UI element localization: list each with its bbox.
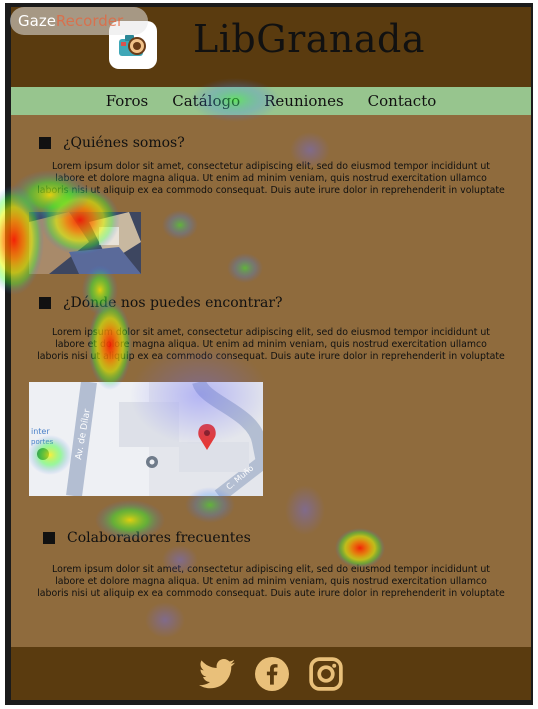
- bullet-square-icon: [39, 297, 51, 309]
- map-place-label: inter: [31, 427, 50, 436]
- about-photo: [29, 212, 141, 274]
- section-heading-text: ¿Dónde nos puedes encontrar?: [63, 295, 283, 311]
- text-line: Lorem ipsum dolor sit amet, consectetur …: [52, 161, 490, 172]
- nav-contacto[interactable]: Contacto: [367, 92, 437, 110]
- watermark-text: Gaze: [18, 12, 56, 30]
- main-nav: Foros Catálogo Reuniones Contacto: [11, 87, 531, 115]
- partners-text: Lorem ipsum dolor sit amet, consectetur …: [17, 564, 525, 600]
- map-place-label: portes: [31, 438, 54, 446]
- text-line: Lorem ipsum dolor sit amet, consectetur …: [52, 327, 490, 338]
- section-heading-about: ¿Quiénes somos?: [39, 135, 185, 151]
- facebook-link[interactable]: [255, 656, 289, 691]
- twitter-link[interactable]: [199, 658, 235, 689]
- section-heading-text: Colaboradores frecuentes: [67, 530, 251, 546]
- gaze-recorder-watermark: Gaze Recorder: [10, 7, 148, 35]
- page: LibGranada Foros Catálogo Reuniones Cont…: [11, 7, 531, 700]
- map-poi-icon: [146, 456, 158, 468]
- text-line: labore et dolore magna aliqua. Ut enim a…: [55, 576, 487, 587]
- about-text: Lorem ipsum dolor sit amet, consectetur …: [17, 161, 525, 197]
- section-heading-partners: Colaboradores frecuentes: [43, 530, 251, 546]
- instagram-link[interactable]: [309, 656, 343, 691]
- bullet-square-icon: [39, 137, 51, 149]
- site-title: LibGranada: [193, 17, 425, 61]
- nav-foros[interactable]: Foros: [105, 92, 149, 110]
- text-line: laboris nisi ut aliquip ex ea commodo co…: [37, 185, 505, 196]
- text-line: Lorem ipsum dolor sit amet, consectetur …: [52, 564, 490, 575]
- instagram-icon: [309, 656, 343, 691]
- text-line: labore et dolore magna aliqua. Ut enim a…: [55, 173, 487, 184]
- section-heading-location: ¿Dónde nos puedes encontrar?: [39, 295, 283, 311]
- text-line: laboris nisi ut aliquip ex ea commodo co…: [37, 588, 505, 599]
- camera-logo-icon: [119, 35, 146, 56]
- twitter-icon: [199, 658, 235, 688]
- watermark-text-accent: Recorder: [55, 12, 124, 30]
- photo-image: [29, 212, 141, 274]
- nav-catalogo[interactable]: Catálogo: [172, 92, 241, 110]
- bullet-square-icon: [43, 532, 55, 544]
- facebook-icon: [255, 656, 289, 691]
- section-heading-text: ¿Quiénes somos?: [63, 135, 185, 151]
- text-line: labore et dolore magna aliqua. Ut enim a…: [55, 339, 487, 350]
- map-poi-icon: [37, 448, 49, 460]
- location-map[interactable]: Av. de Dílar inter portes C. Muño: [29, 382, 263, 496]
- text-line: laboris nisi ut aliquip ex ea commodo co…: [37, 351, 505, 362]
- map-canvas: Av. de Dílar inter portes C. Muño: [29, 382, 263, 496]
- nav-reuniones[interactable]: Reuniones: [264, 92, 344, 110]
- site-footer: [11, 647, 531, 700]
- location-text: Lorem ipsum dolor sit amet, consectetur …: [17, 327, 525, 363]
